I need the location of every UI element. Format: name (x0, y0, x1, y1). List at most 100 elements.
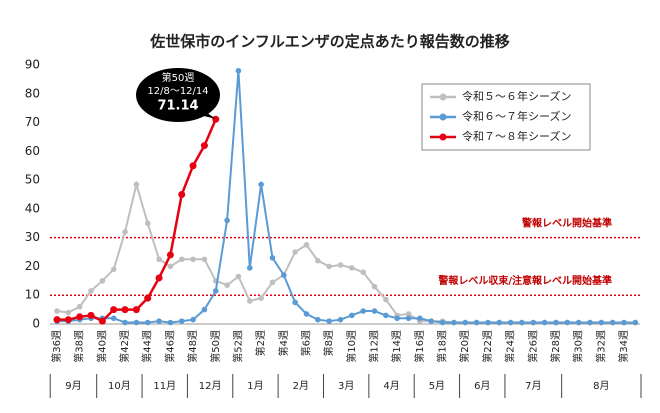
data-point (133, 181, 140, 188)
data-point (178, 318, 185, 324)
reference-label: 警報レベル開始基準 (521, 217, 612, 230)
data-point (598, 319, 605, 326)
x-tick-label: 第24週 (504, 330, 517, 363)
data-point (178, 256, 185, 263)
data-point (166, 251, 174, 259)
x-tick-label: 第46週 (163, 330, 176, 363)
data-point (417, 315, 423, 322)
x-tick-label: 第36週 (50, 330, 63, 363)
data-point (315, 316, 321, 323)
data-point (371, 308, 378, 314)
data-point (303, 311, 310, 317)
y-tick-label: 70 (25, 115, 40, 129)
data-point (53, 316, 61, 324)
data-point (87, 311, 95, 319)
data-point (326, 263, 332, 270)
data-point (337, 262, 344, 268)
data-point (587, 319, 593, 326)
data-point (76, 303, 83, 310)
data-point (371, 283, 378, 290)
data-point (110, 306, 118, 314)
data-point (122, 319, 128, 326)
data-point (360, 269, 366, 276)
data-point (156, 256, 162, 263)
data-point (144, 319, 151, 326)
data-point (235, 273, 242, 280)
month-label: 3月 (338, 380, 354, 392)
month-label: 5月 (429, 380, 445, 392)
data-point (224, 217, 230, 224)
data-point (200, 142, 208, 150)
y-tick-label: 10 (25, 288, 40, 302)
x-tick-label: 第18週 (436, 330, 449, 363)
annotation-bubble (136, 68, 220, 122)
series-line (57, 70, 636, 324)
series-line (57, 118, 217, 323)
data-point (156, 318, 162, 324)
x-tick-label: 第4週 (277, 330, 290, 356)
data-point (155, 274, 163, 282)
data-point (326, 318, 332, 324)
data-point (451, 319, 457, 326)
data-point (98, 317, 106, 325)
data-point (405, 315, 412, 322)
x-tick-label: 第34週 (617, 330, 630, 363)
data-point (212, 115, 220, 123)
data-point (54, 308, 60, 314)
data-point (428, 318, 435, 324)
legend-marker (439, 93, 447, 101)
data-point (258, 181, 264, 188)
y-tick-label: 20 (25, 259, 40, 273)
data-point (167, 263, 174, 270)
data-point (110, 266, 117, 273)
data-point (99, 278, 106, 284)
data-point (212, 288, 219, 294)
y-tick-label: 50 (25, 173, 40, 187)
data-point (609, 319, 616, 326)
data-point (144, 220, 151, 227)
data-point (235, 67, 242, 74)
data-point (462, 319, 469, 326)
legend-label: 令和６～７年シーズン (462, 109, 571, 123)
x-tick-label: 第42週 (118, 330, 131, 363)
data-point (281, 272, 287, 278)
data-point (190, 256, 196, 263)
data-point (383, 312, 389, 319)
month-label: 2月 (293, 380, 309, 392)
x-tick-label: 第28週 (549, 330, 562, 363)
data-point (190, 316, 196, 323)
data-point (258, 295, 264, 301)
y-tick-label: 90 (25, 58, 40, 72)
data-point (553, 319, 559, 326)
month-label: 1月 (247, 380, 263, 392)
data-point (473, 319, 480, 326)
data-point (632, 319, 639, 326)
y-tick-label: 60 (25, 144, 40, 158)
reference-label: 警報レベル収束/注意報レベル開始基準 (437, 274, 612, 287)
data-point (315, 257, 321, 264)
data-point (349, 312, 355, 319)
data-point (292, 299, 298, 306)
month-label: 12月 (199, 380, 222, 392)
data-point (564, 319, 571, 326)
x-tick-label: 第32週 (594, 330, 607, 363)
data-point (383, 296, 389, 303)
data-point (485, 319, 491, 326)
month-label: 7月 (525, 380, 541, 392)
data-point (405, 311, 412, 317)
data-point (541, 319, 548, 326)
data-point (88, 288, 94, 294)
month-label: 4月 (383, 380, 399, 392)
x-tick-label: 第22週 (481, 330, 494, 363)
data-point (144, 294, 152, 302)
data-point (292, 249, 298, 255)
month-label: 10月 (108, 380, 131, 392)
x-tick-label: 第20週 (458, 330, 471, 363)
x-tick-label: 第6週 (299, 330, 312, 356)
data-point (76, 313, 84, 321)
data-point (132, 306, 140, 314)
data-point (269, 279, 276, 286)
legend-label: 令和５～６年シーズン (462, 89, 571, 103)
data-point (201, 306, 208, 313)
